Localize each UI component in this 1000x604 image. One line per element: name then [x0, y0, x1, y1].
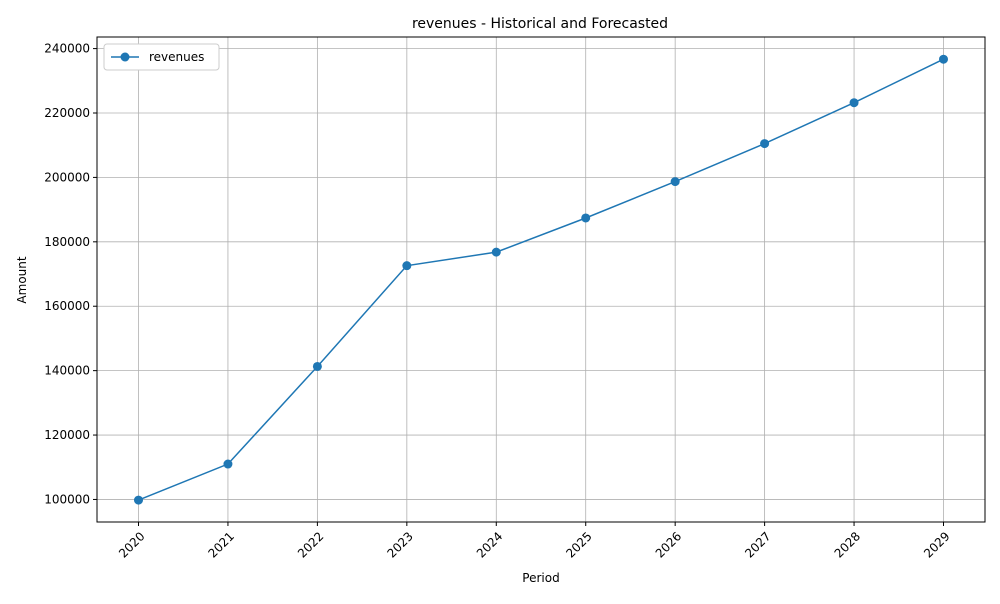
- data-point: [312, 361, 322, 371]
- y-tick-label: 200000: [44, 170, 90, 184]
- data-point: [939, 54, 948, 64]
- data-point: [402, 261, 412, 271]
- x-axis-label: Period: [522, 571, 559, 585]
- y-tick-label: 100000: [44, 492, 90, 506]
- y-axis-label: Amount: [15, 256, 29, 303]
- data-point: [134, 495, 143, 505]
- plot-area-frame: [96, 36, 986, 523]
- y-tick-label: 160000: [44, 299, 90, 313]
- series-line: [138, 58, 944, 501]
- legend-box: [103, 43, 220, 71]
- legend: revenues: [103, 43, 220, 71]
- y-tick-label: 240000: [44, 42, 90, 56]
- series-layer: [134, 54, 948, 505]
- chart-title: revenues - Historical and Forecasted: [412, 16, 668, 32]
- legend-marker-swatch: [120, 52, 130, 62]
- y-tick-label: 180000: [44, 235, 90, 249]
- grid-lines: [97, 37, 985, 522]
- y-tick-label: 140000: [44, 364, 90, 378]
- y-tick-label: 220000: [44, 106, 90, 120]
- y-axis-ticks: 100000 120000 140000 160000 180000 200000 2200…: [44, 42, 97, 506]
- data-point: [670, 177, 680, 187]
- y-tick-label: 120000: [44, 428, 90, 442]
- data-point: [581, 213, 591, 223]
- legend-label: revenues: [149, 50, 204, 64]
- data-point: [849, 98, 859, 108]
- data-point: [760, 139, 770, 149]
- data-point: [491, 247, 501, 257]
- data-point: [223, 459, 233, 469]
